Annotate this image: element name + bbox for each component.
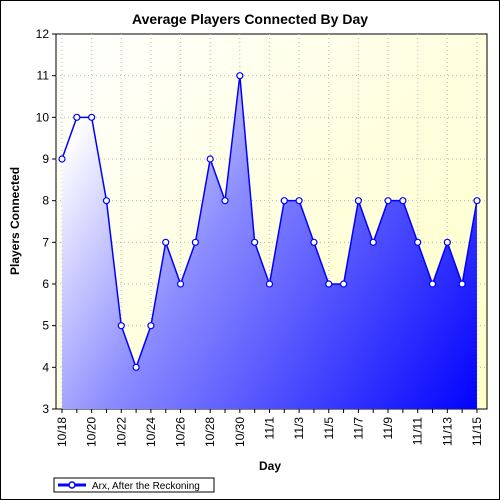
y-tick-label: 8: [42, 194, 49, 208]
x-tick-label: 11/9: [381, 417, 395, 440]
data-point: [295, 197, 303, 205]
x-tick-label: 11/1: [262, 417, 276, 440]
y-tick-label: 12: [36, 27, 50, 41]
data-point: [310, 238, 318, 246]
legend-swatch-marker: [68, 481, 76, 489]
data-point: [147, 322, 155, 330]
data-point: [132, 363, 140, 371]
data-point: [325, 280, 333, 288]
x-tick-label: 10/30: [233, 417, 247, 447]
area-fill: [62, 75, 477, 410]
data-point: [162, 238, 170, 246]
y-axis-label: Players Connected: [8, 167, 22, 275]
y-tick-label: 5: [42, 319, 49, 333]
data-point: [339, 280, 348, 288]
data-point: [369, 238, 377, 246]
data-point: [428, 280, 437, 288]
data-point: [399, 197, 407, 205]
data-point: [58, 155, 66, 163]
x-tick-label: 10/26: [174, 417, 188, 447]
data-point: [280, 197, 288, 205]
data-point: [458, 280, 466, 288]
data-point: [251, 238, 259, 246]
legend-box: [53, 477, 215, 493]
x-tick-label: 11/11: [411, 417, 425, 446]
data-point: [414, 238, 422, 246]
x-tick-label: 10/22: [114, 417, 128, 447]
data-point: [88, 113, 96, 121]
legend-entry: Arx, After the Reckoning: [92, 481, 200, 492]
x-tick-label: 11/3: [292, 417, 306, 440]
data-point: [117, 322, 125, 330]
x-tick-label: 10/20: [85, 417, 99, 447]
data-point: [191, 238, 199, 246]
x-tick-label: 10/18: [55, 417, 69, 447]
data-point: [384, 197, 392, 205]
data-point: [265, 280, 274, 288]
data-points: [58, 72, 481, 371]
data-point: [206, 155, 214, 163]
chart-title: Average Players Connected By Day: [132, 11, 368, 27]
x-axis-label: Day: [259, 459, 281, 473]
y-tick-label: 7: [42, 235, 49, 249]
y-tick-label: 6: [42, 277, 49, 291]
data-point: [354, 197, 362, 205]
data-point: [176, 280, 185, 288]
data-point: [236, 72, 244, 80]
data-point: [73, 113, 81, 121]
x-tick-label: 11/15: [470, 417, 484, 446]
x-tick-label: 11/7: [351, 417, 365, 440]
x-tick-label: 10/28: [203, 417, 217, 447]
y-tick-label: 9: [42, 152, 49, 166]
y-axis-ticks: 3 4 5 6 7 8 9 10 11 12: [36, 27, 56, 416]
x-tick-label: 11/13: [440, 417, 454, 446]
data-point: [473, 197, 481, 205]
y-tick-label: 3: [42, 402, 49, 416]
x-tick-label: 10/24: [144, 417, 158, 447]
y-tick-label: 4: [42, 360, 49, 374]
x-tick-label: 11/5: [322, 417, 336, 440]
y-tick-label: 11: [37, 69, 50, 83]
data-point: [443, 238, 451, 246]
x-axis-ticks: 10/18 10/20 10/22 10/24 10/26 10/28 10/30 11/1 1…: [55, 409, 484, 447]
y-tick-label: 10: [36, 110, 50, 124]
data-point: [102, 197, 111, 205]
legend: Arx, After the Reckoning: [53, 477, 215, 493]
data-point: [221, 197, 229, 205]
